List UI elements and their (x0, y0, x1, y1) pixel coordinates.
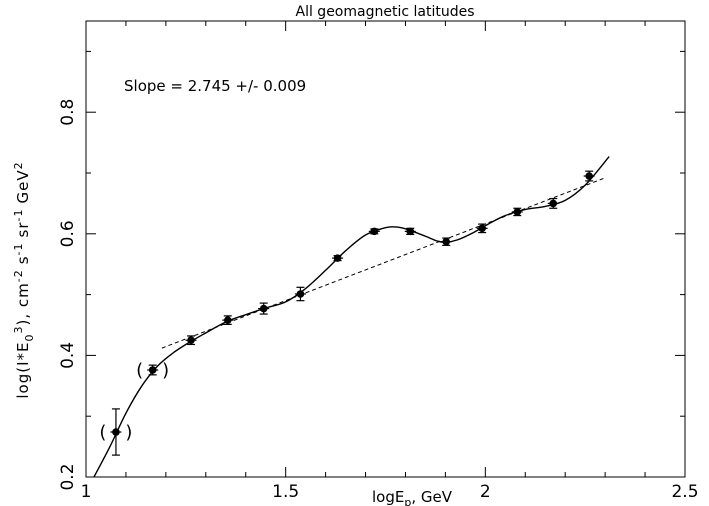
smooth-fit-curve (93, 156, 610, 478)
axis-ticks (85, 21, 686, 478)
data-point (404, 227, 416, 236)
x-tick-label: 2 (480, 482, 491, 502)
slope-annotation: Slope = 2.745 +/- 0.009 (124, 77, 306, 95)
point-paren-right: ) (125, 422, 132, 443)
x-tick-label: 1 (81, 482, 92, 502)
data-point: () (136, 360, 169, 381)
x-tick-label: 2.5 (671, 482, 698, 502)
data-point: () (99, 408, 132, 456)
data-point (222, 315, 234, 325)
data-point (440, 237, 452, 246)
data-point (258, 302, 270, 315)
x-tick-labels: 1 1.5 2 2.5 (81, 482, 699, 502)
power-law-fit-line (161, 177, 606, 349)
point-paren-right: ) (162, 360, 169, 381)
point-paren-left: ( (136, 360, 143, 381)
y-tick-label: 0.6 (58, 220, 78, 247)
data-point (511, 207, 523, 217)
x-axis-label: logEp, GeV (372, 488, 453, 506)
data-point (185, 335, 197, 346)
plot-frame (85, 20, 686, 478)
y-tick-labels: 0.2 0.4 0.6 0.8 (58, 99, 78, 491)
data-point (583, 170, 595, 182)
chart-title: All geomagnetic latitudes (296, 4, 475, 20)
data-point (547, 197, 559, 209)
point-paren-left: ( (99, 422, 106, 443)
y-tick-label: 0.4 (58, 342, 78, 369)
y-axis-label: log(I*E03), cm-2s-1sr-1GeV2 (12, 161, 36, 398)
data-point (332, 254, 344, 262)
data-points: ()() (99, 170, 595, 456)
data-point (476, 223, 488, 234)
data-point (368, 227, 380, 236)
y-tick-label: 0.8 (58, 99, 78, 126)
data-point (294, 286, 306, 302)
x-tick-label: 1.5 (272, 482, 299, 502)
y-tick-label: 0.2 (58, 463, 78, 490)
